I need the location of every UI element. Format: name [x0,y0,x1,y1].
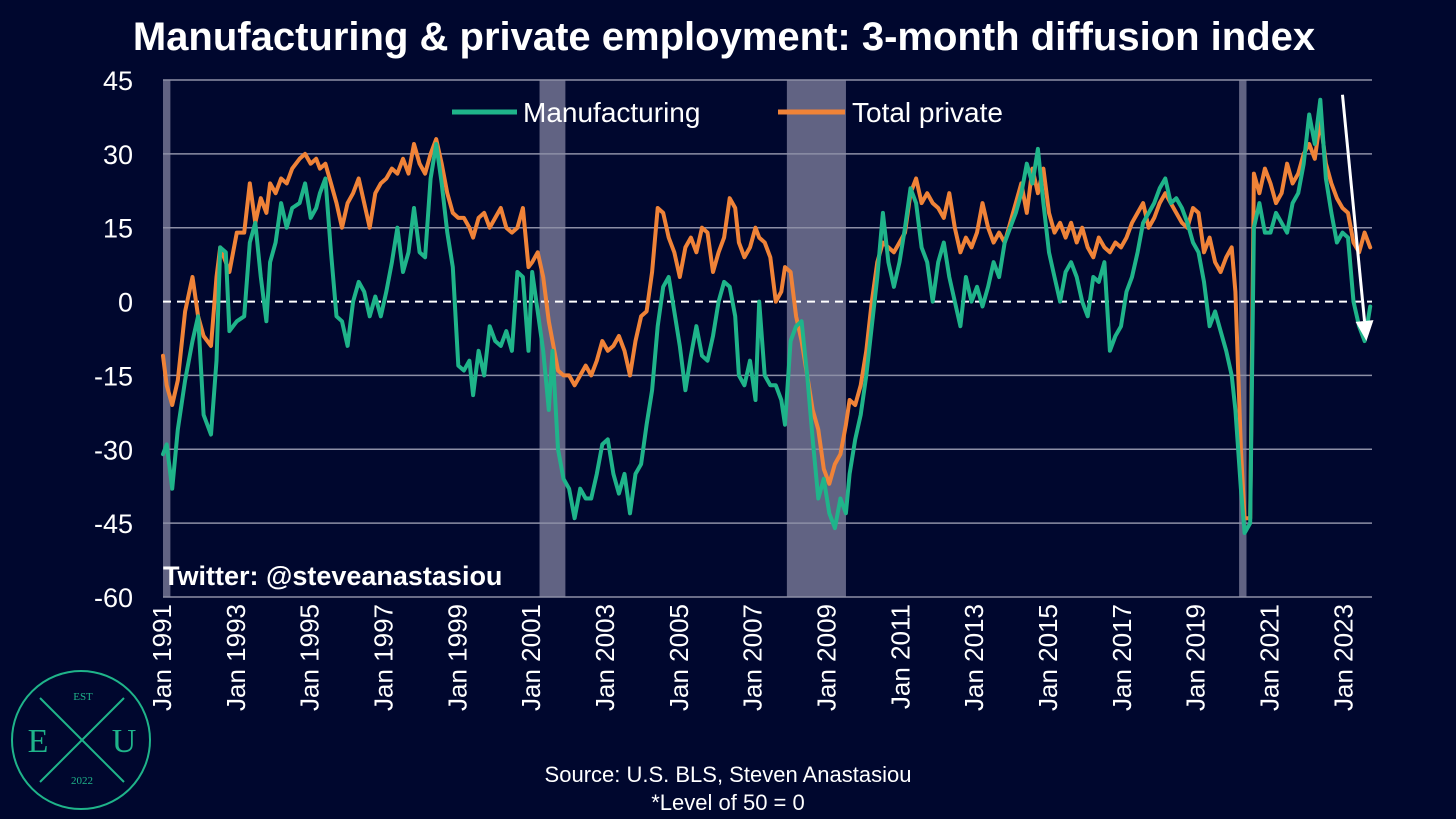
arrow-shaft [1340,94,1367,322]
logo-letter-e: E [28,723,49,760]
series-line-total-private [161,117,1373,521]
x-tick-label: Jan 1997 [368,604,398,711]
legend-label-manufacturing: Manufacturing [523,97,700,128]
x-tick-label: Jan 2019 [1181,604,1211,711]
x-tick-label: Jan 1999 [442,604,472,711]
series-line-manufacturing [161,97,1373,535]
arrow-head [1355,320,1374,341]
x-tick-label: Jan 2023 [1328,604,1358,711]
scale-footnote: *Level of 50 = 0 [651,790,805,815]
trend-arrow [1340,94,1374,341]
x-tick-label: Jan 1991 [147,604,177,711]
recession-band-4 [1239,80,1247,597]
legend: Manufacturing Total private [452,97,1003,128]
legend-label-total-private: Total private [852,97,1003,128]
x-tick-label: Jan 2001 [516,604,546,711]
y-tick-label: -60 [94,583,133,613]
logo-circle [11,670,151,810]
logo-year: 2022 [71,775,93,787]
x-tick-label: Jan 2015 [1033,604,1063,711]
y-tick-label: 15 [103,214,133,244]
x-tick-label: Jan 2021 [1254,604,1284,711]
logo-letter-u: U [112,723,137,760]
y-tick-label: -30 [94,435,133,465]
logo-est: EST [73,691,93,703]
y-tick-label: -45 [94,509,133,539]
x-tick-label: Jan 2017 [1107,604,1137,711]
x-tick-label: Jan 2003 [590,604,620,711]
x-axis-ticks: Jan 1991 Jan 1993 Jan 1995 Jan 1997 Jan 1999… [147,604,1358,711]
series-lines [161,97,1373,535]
x-tick-label: Jan 2013 [959,604,989,711]
y-tick-label: 0 [118,288,133,318]
logo-sword-right [39,697,125,783]
y-tick-label: -15 [94,361,133,391]
x-tick-label: Jan 2009 [811,604,841,711]
source-note: Source: U.S. BLS, Steven Anastasiou [545,762,912,787]
y-axis-ticks: 45 30 15 0 -15 -30 -45 -60 [94,66,133,613]
twitter-watermark: Twitter: @steveanastasiou [163,561,502,591]
chart-title: Manufacturing & private employment: 3-mo… [133,15,1315,59]
x-tick-label: Jan 2005 [664,604,694,711]
y-tick-label: 45 [103,66,133,96]
x-tick-label: Jan 2011 [885,604,915,709]
x-tick-label: Jan 1995 [295,604,325,711]
exu-logo: EST E U 2022 [11,670,151,810]
x-tick-label: Jan 1993 [221,604,251,711]
y-tick-label: 30 [103,140,133,170]
grid-lines [163,79,1372,598]
x-tick-label: Jan 2007 [738,604,768,711]
recession-band-1 [163,80,171,597]
recession-shading [163,80,1247,597]
